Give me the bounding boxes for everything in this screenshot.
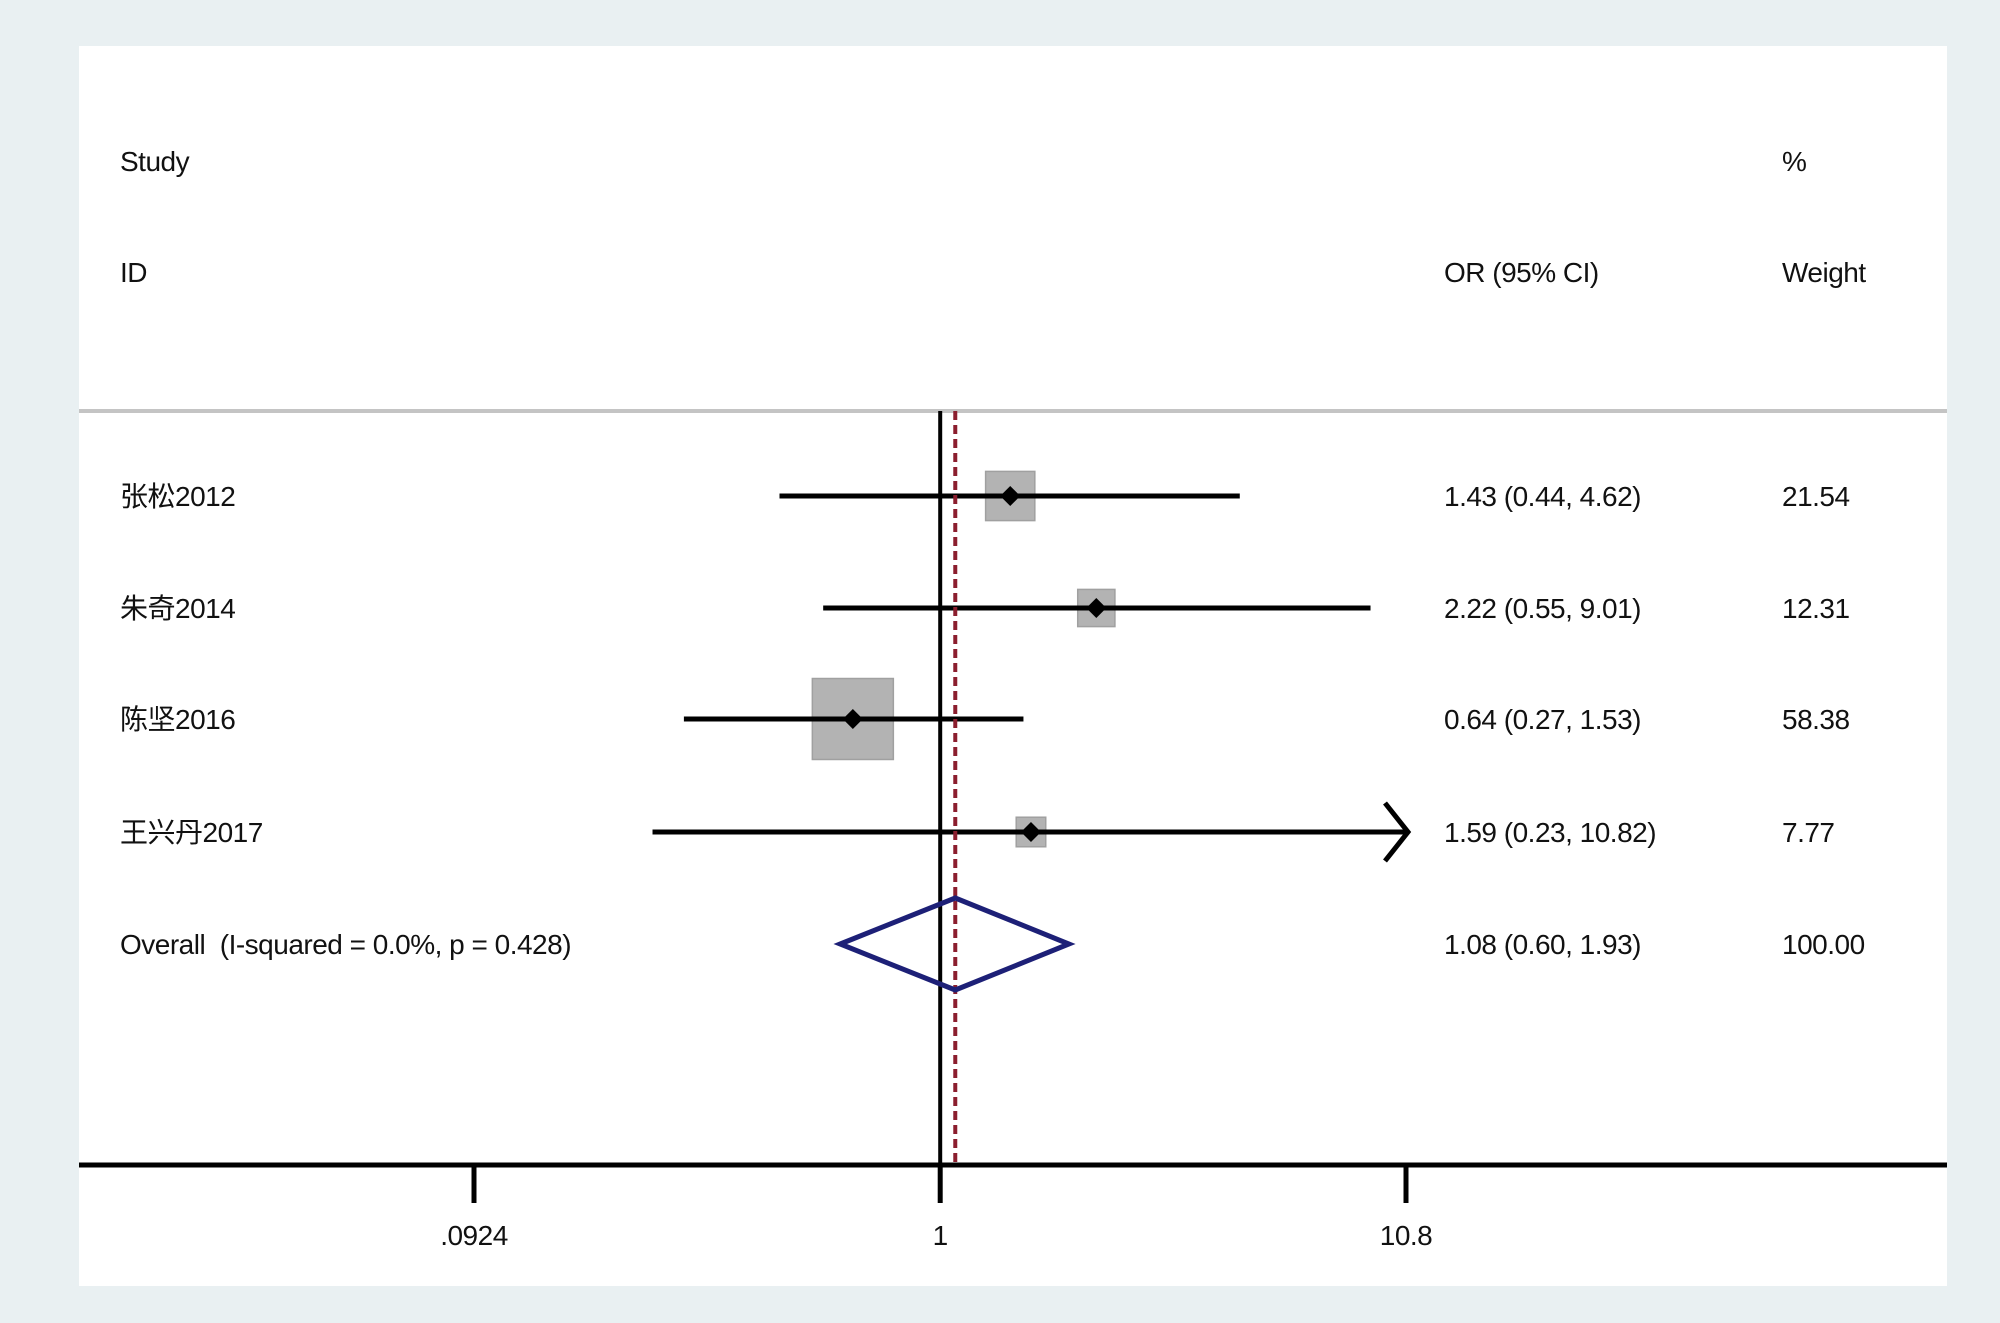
study-label: 陈坚2016 bbox=[120, 704, 235, 735]
overall-effect-label: 1.08 (0.60, 1.93) bbox=[1444, 929, 1641, 960]
study-effect-label: 1.43 (0.44, 4.62) bbox=[1444, 481, 1641, 512]
overall-diamond bbox=[833, 895, 1076, 993]
overall-weight-label: 100.00 bbox=[1782, 929, 1865, 960]
study-weight-label: 7.77 bbox=[1782, 817, 1835, 848]
point-estimate-marker bbox=[1000, 486, 1021, 506]
point-estimate-marker bbox=[1020, 822, 1041, 842]
x-tick-label: 10.8 bbox=[1380, 1220, 1433, 1251]
study-column-header: Study bbox=[120, 146, 190, 177]
x-axis-tick-labels: .0924 1 10.8 bbox=[440, 1220, 1433, 1251]
point-estimate-marker bbox=[842, 709, 863, 729]
study-effect-label: 1.59 (0.23, 10.82) bbox=[1444, 817, 1656, 848]
study-effect-label: 2.22 (0.55, 9.01) bbox=[1444, 593, 1641, 624]
point-estimate-marker bbox=[1086, 598, 1107, 618]
weight-column-header: Weight bbox=[1782, 257, 1866, 288]
effect-column-header: OR (95% CI) bbox=[1444, 257, 1599, 288]
study-label: 朱奇2014 bbox=[120, 593, 235, 624]
study-effect-label: 0.64 (0.27, 1.53) bbox=[1444, 704, 1641, 735]
weight-percent-header: % bbox=[1782, 146, 1806, 177]
study-rows: 张松2012 1.43 (0.44, 4.62) 21.54 朱奇2014 2.… bbox=[120, 481, 1865, 960]
study-weight-label: 12.31 bbox=[1782, 593, 1850, 624]
plot-marks bbox=[652, 411, 1412, 1165]
column-headers: Study ID OR (95% CI) % Weight bbox=[120, 146, 1867, 288]
study-weight-label: 58.38 bbox=[1782, 704, 1850, 735]
study-label: 王兴丹2017 bbox=[120, 817, 263, 848]
study-weight-label: 21.54 bbox=[1782, 481, 1850, 512]
overall-label: Overall (I-squared = 0.0%, p = 0.428) bbox=[120, 929, 571, 960]
study-label: 张松2012 bbox=[120, 481, 235, 512]
x-tick-label: 1 bbox=[933, 1220, 948, 1251]
x-tick-label: .0924 bbox=[440, 1220, 508, 1251]
ci-truncation-arrow bbox=[1383, 801, 1412, 863]
id-column-header: ID bbox=[120, 257, 147, 288]
x-axis-ticks bbox=[471, 1165, 1409, 1203]
plot-panel bbox=[79, 46, 1947, 1286]
